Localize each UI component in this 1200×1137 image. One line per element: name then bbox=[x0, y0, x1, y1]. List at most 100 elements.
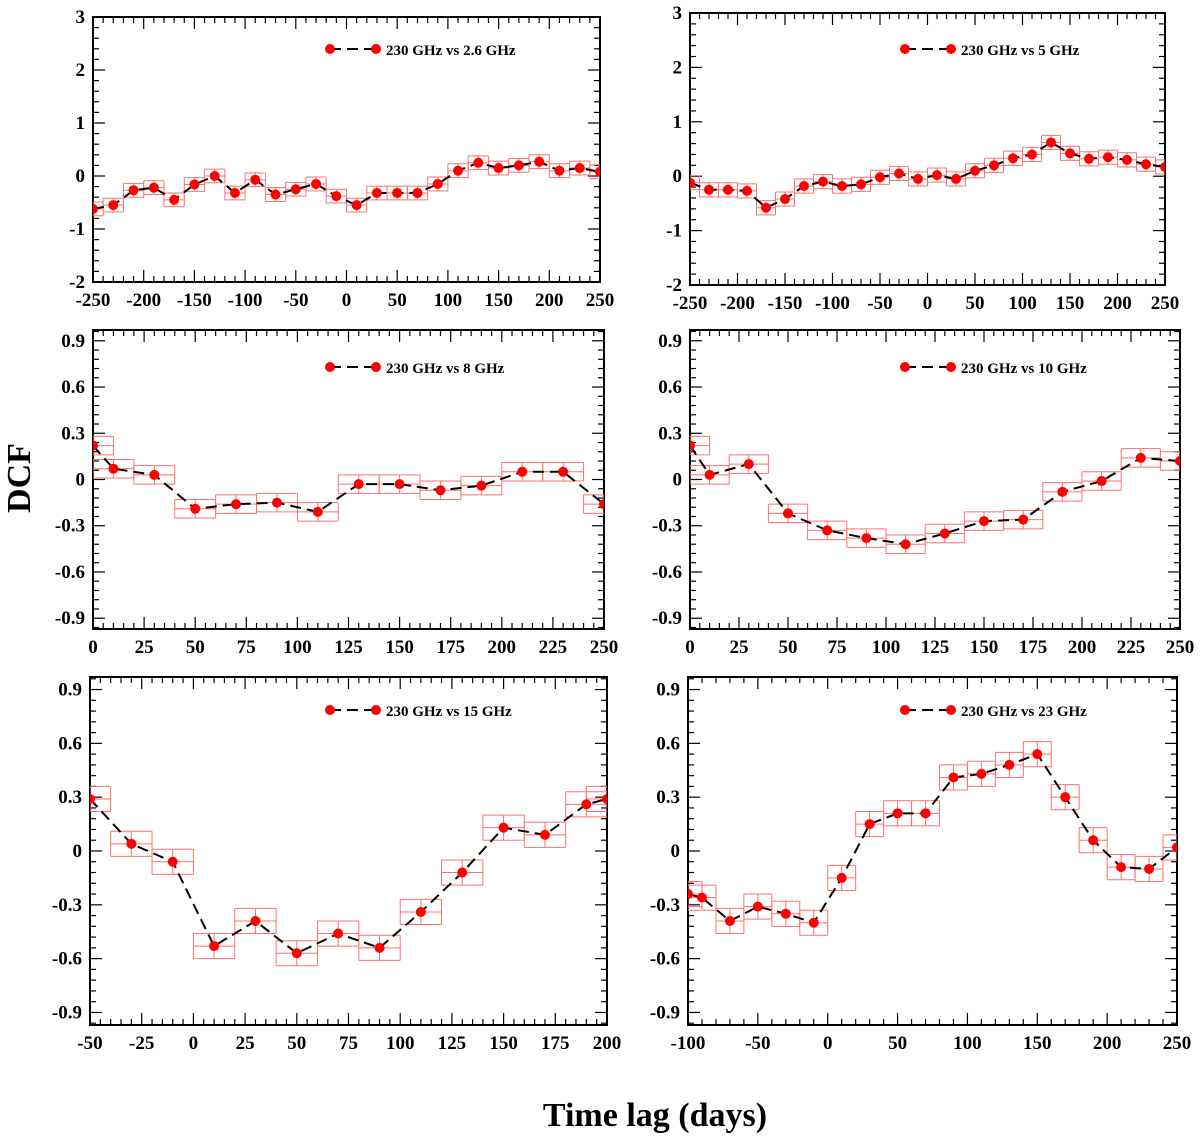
data-point bbox=[1103, 152, 1113, 163]
data-point bbox=[250, 174, 261, 185]
data-point bbox=[1141, 159, 1151, 170]
data-point bbox=[374, 942, 385, 953]
y-tick-label: -0.9 bbox=[52, 1002, 82, 1023]
data-point bbox=[108, 200, 119, 211]
data-point bbox=[836, 872, 847, 883]
data-point bbox=[574, 163, 585, 174]
y-tick-label: 0.6 bbox=[58, 733, 82, 754]
data-layer bbox=[688, 741, 1177, 936]
y-tick-label: 3 bbox=[76, 7, 86, 28]
data-point bbox=[167, 856, 178, 867]
y-tick-label: -0.3 bbox=[52, 895, 82, 916]
data-point bbox=[558, 466, 569, 477]
legend: 230 GHz vs 10 GHz bbox=[900, 361, 1087, 377]
legend-marker bbox=[325, 44, 335, 54]
data-point bbox=[250, 915, 261, 926]
data-layer bbox=[90, 785, 607, 967]
error-bar bbox=[90, 785, 112, 813]
data-point bbox=[932, 170, 942, 181]
legend-marker bbox=[946, 705, 956, 715]
x-tick-label: 75 bbox=[828, 637, 847, 658]
data-layer bbox=[93, 435, 604, 522]
y-tick-label: -2 bbox=[666, 275, 682, 296]
x-tick-label: -250 bbox=[76, 290, 111, 311]
y-tick-label: -0.9 bbox=[55, 608, 85, 629]
y-tick-label: 0.3 bbox=[58, 787, 82, 808]
y-tick-label: 0.6 bbox=[61, 377, 85, 398]
data-point bbox=[1172, 842, 1177, 853]
chart-panel-2: -250 -200 -150 -100 -50 0 50 100 150 200 250 -2 -1 0 1… bbox=[666, 3, 1179, 314]
legend-label: 230 GHz vs 5 GHz bbox=[961, 43, 1080, 59]
x-tick-label: 50 bbox=[388, 290, 407, 311]
data-point bbox=[856, 179, 866, 190]
legend-marker bbox=[900, 44, 910, 54]
data-point bbox=[209, 171, 220, 181]
data-point bbox=[837, 180, 847, 191]
plot-frame bbox=[89, 676, 608, 1026]
data-point bbox=[534, 156, 545, 167]
x-tick-label: 200 bbox=[488, 637, 517, 658]
data-point bbox=[312, 506, 323, 517]
legend-label: 230 GHz vs 15 GHz bbox=[386, 704, 512, 720]
plot-frame bbox=[92, 329, 605, 630]
data-point bbox=[476, 480, 487, 491]
y-tick-label: 2 bbox=[673, 57, 683, 78]
data-point bbox=[493, 163, 504, 174]
data-point bbox=[333, 928, 344, 939]
x-tick-label: 100 bbox=[1008, 293, 1037, 314]
x-tick-label: 125 bbox=[921, 637, 950, 658]
x-tick-label: 250 bbox=[590, 637, 619, 658]
y-tick-label: -1 bbox=[69, 219, 85, 240]
x-tick-label: 25 bbox=[236, 1033, 255, 1054]
data-point bbox=[780, 908, 791, 919]
data-point bbox=[913, 173, 923, 184]
legend-label: 230 GHz vs 10 GHz bbox=[961, 361, 1087, 377]
legend-label: 230 GHz vs 2.6 GHz bbox=[386, 43, 516, 59]
data-point bbox=[723, 184, 733, 195]
data-point bbox=[1018, 514, 1029, 525]
data-point bbox=[291, 948, 302, 959]
x-tick-label: 0 bbox=[923, 293, 933, 314]
data-point bbox=[595, 166, 600, 177]
x-tick-label: 250 bbox=[1166, 637, 1195, 658]
data-point bbox=[1088, 835, 1099, 846]
x-tick-label: -100 bbox=[228, 290, 263, 311]
data-point bbox=[1032, 749, 1043, 760]
y-tick-label: 3 bbox=[673, 3, 683, 24]
plot-frame bbox=[689, 329, 1181, 630]
y-tick-label: -0.6 bbox=[55, 562, 85, 583]
data-point bbox=[93, 203, 98, 214]
legend-marker bbox=[371, 44, 381, 54]
y-axis-title: DCF bbox=[1, 443, 38, 513]
data-point bbox=[1065, 148, 1075, 159]
data-point bbox=[270, 189, 281, 200]
x-tick-label: 250 bbox=[1151, 293, 1180, 314]
x-tick-label: 175 bbox=[436, 637, 465, 658]
legend: 230 GHz vs 23 GHz bbox=[900, 704, 1087, 720]
x-tick-label: 0 bbox=[685, 637, 695, 658]
y-tick-label: 0 bbox=[671, 841, 681, 862]
error-bar bbox=[234, 907, 277, 935]
data-point bbox=[900, 539, 911, 550]
x-tick-label: 0 bbox=[823, 1033, 833, 1054]
legend-label: 230 GHz vs 8 GHz bbox=[386, 361, 505, 377]
data-point bbox=[704, 469, 715, 480]
data-point bbox=[688, 889, 693, 900]
data-point bbox=[311, 178, 322, 189]
data-point bbox=[473, 157, 484, 168]
legend-marker bbox=[371, 705, 381, 715]
x-tick-label: 250 bbox=[1163, 1033, 1192, 1054]
data-layer bbox=[690, 134, 1165, 216]
series-line bbox=[688, 752, 1177, 924]
legend-marker bbox=[900, 362, 910, 372]
data-point bbox=[126, 838, 137, 849]
x-tick-label: 50 bbox=[186, 637, 205, 658]
data-point bbox=[1135, 452, 1146, 463]
legend-marker bbox=[946, 44, 956, 54]
x-tick-label: 125 bbox=[334, 637, 363, 658]
y-tick-label: -1 bbox=[666, 221, 682, 242]
x-tick-label: 0 bbox=[88, 637, 98, 658]
data-point bbox=[894, 168, 904, 179]
y-tick-label: -0.9 bbox=[652, 608, 682, 629]
data-point bbox=[554, 165, 565, 176]
